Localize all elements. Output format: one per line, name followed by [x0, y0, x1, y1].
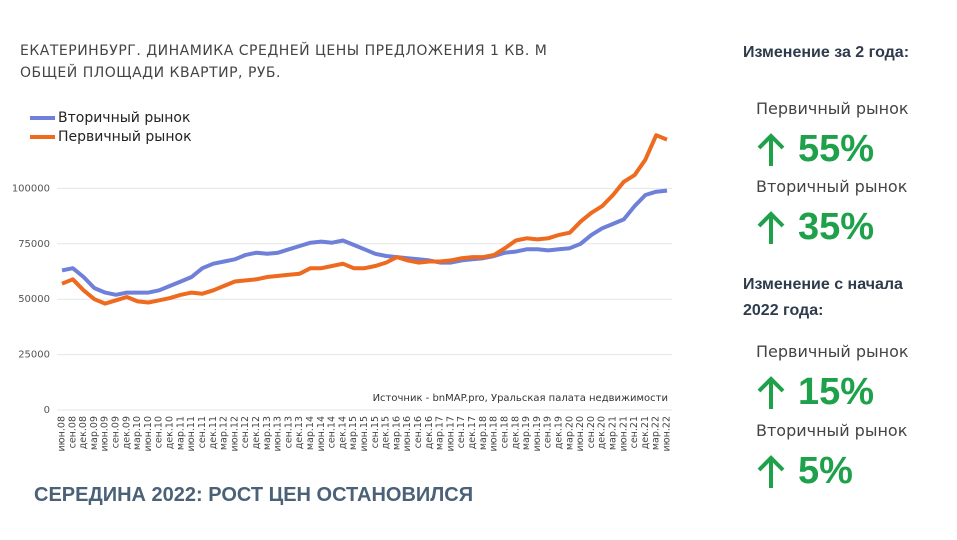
up-arrow: [757, 132, 785, 166]
x-tick-label: мар.12: [219, 416, 230, 450]
change-row: 35%: [756, 206, 874, 249]
x-tick-label: мар.18: [478, 416, 489, 450]
x-tick-label: сен.10: [154, 416, 165, 448]
x-tick-label: июн.14: [316, 416, 327, 452]
y-tick-label: 0: [44, 405, 50, 416]
x-tick-label: июн.08: [57, 416, 68, 452]
market-label: Вторичный рынок: [756, 421, 908, 440]
x-tick-label: июн.15: [359, 416, 370, 452]
series-line: [61, 188, 668, 297]
panel-heading: Изменение за 2 года:: [743, 44, 910, 61]
x-tick-label: дек.11: [208, 416, 219, 449]
y-tick-label: 25000: [18, 350, 50, 361]
x-tick-label: июн.18: [489, 416, 500, 452]
x-tick-label: дек.15: [381, 416, 392, 449]
change-row: 5%: [756, 450, 853, 493]
x-tick-label: дек.09: [121, 416, 132, 449]
x-tick-label: мар.20: [564, 416, 575, 450]
x-tick-label: июн.10: [143, 416, 154, 452]
x-tick-label: июн.12: [229, 416, 240, 452]
x-tick-label: сен.12: [240, 416, 251, 448]
x-tick-label: сен.09: [111, 416, 122, 448]
x-tick-label: дек.10: [165, 416, 176, 449]
x-tick-label: сен.20: [586, 416, 597, 448]
change-row: 15%: [756, 371, 874, 414]
change-row: 55%: [756, 128, 874, 171]
x-tick-label: сен.14: [327, 416, 338, 448]
legend-label: Вторичный рынок: [58, 110, 190, 126]
x-tick-label: июн.17: [445, 416, 456, 452]
x-tick-label: мар.09: [89, 416, 100, 450]
y-tick-label: 100000: [12, 183, 50, 194]
up-arrow: [757, 210, 785, 244]
up-arrow: [757, 375, 785, 409]
x-tick-label: сен.15: [370, 416, 381, 448]
x-tick-label: мар.13: [262, 416, 273, 450]
x-tick-label: июн.19: [532, 416, 543, 452]
x-tick-label: дек.19: [553, 416, 564, 449]
x-tick-label: мар.16: [391, 416, 402, 450]
x-tick-label: дек.17: [467, 416, 478, 449]
x-tick-label: сен.13: [283, 416, 294, 448]
x-tick-label: сен.16: [413, 416, 424, 448]
chart: 0 25000 50000 75000 100000 июн.08 сен.08 дек.08…: [12, 110, 673, 452]
x-tick-label: дек.21: [640, 416, 651, 449]
x-tick-label: июн.11: [186, 416, 197, 452]
x-tick-label: сен.08: [67, 416, 78, 448]
x-tick-label: мар.14: [305, 416, 316, 450]
x-tick-label: дек.14: [337, 416, 348, 449]
x-tick-label: сен.19: [543, 416, 554, 448]
x-tick-label: мар.17: [435, 416, 446, 450]
market-label: Вторичный рынок: [756, 177, 908, 196]
source-note: Источник - bnMAP.pro, Уральская палата н…: [373, 393, 668, 404]
x-tick-label: сен.11: [197, 416, 208, 448]
market-label: Первичный рынок: [756, 99, 909, 118]
x-tick-label: июн.09: [100, 416, 111, 452]
x-tick-label: июн.20: [575, 416, 586, 452]
x-tick-label: дек.08: [78, 416, 89, 449]
x-tick-label: дек.18: [510, 416, 521, 449]
x-tick-label: июн.13: [273, 416, 284, 452]
x-tick-label: мар.19: [521, 416, 532, 450]
change-value: 5%: [798, 450, 853, 492]
x-tick-label: июн.22: [662, 416, 673, 452]
x-tick-label: мар.21: [607, 416, 618, 450]
x-tick-label: дек.12: [251, 416, 262, 449]
change-value: 55%: [798, 128, 875, 170]
footer: СЕРЕДИНА 2022: РОСТ ЦЕН ОСТАНОВИЛСЯ: [34, 484, 474, 506]
x-tick-label: сен.18: [499, 416, 510, 448]
x-tick-label: мар.11: [175, 416, 186, 450]
y-tick-label: 75000: [18, 239, 50, 250]
market-label: Первичный рынок: [756, 342, 909, 361]
x-tick-label: мар.10: [132, 416, 143, 450]
x-tick-label: дек.13: [294, 416, 305, 449]
x-tick-label: мар.22: [651, 416, 662, 450]
x-tick-label: мар.15: [348, 416, 359, 450]
x-tick-label: июн.21: [618, 416, 629, 452]
y-tick-label: 50000: [18, 294, 50, 305]
x-tick-label: дек.16: [424, 416, 435, 449]
series-line: [61, 133, 668, 306]
up-arrow: [757, 454, 785, 488]
x-tick-label: дек.20: [597, 416, 608, 449]
x-tick-label: сен.21: [629, 416, 640, 448]
change-value: 35%: [798, 206, 875, 248]
change-value: 15%: [798, 371, 875, 413]
x-tick-label: июн.16: [402, 416, 413, 452]
chart-title: ЕКАТЕРИНБУРГ. ДИНАМИКА СРЕДНЕЙ ЦЕНЫ ПРЕД…: [20, 43, 548, 81]
panel-heading: Изменение с начала 2022 года:: [743, 276, 903, 319]
x-tick-label: сен.17: [456, 416, 467, 448]
legend-label: Первичный рынок: [58, 129, 192, 145]
